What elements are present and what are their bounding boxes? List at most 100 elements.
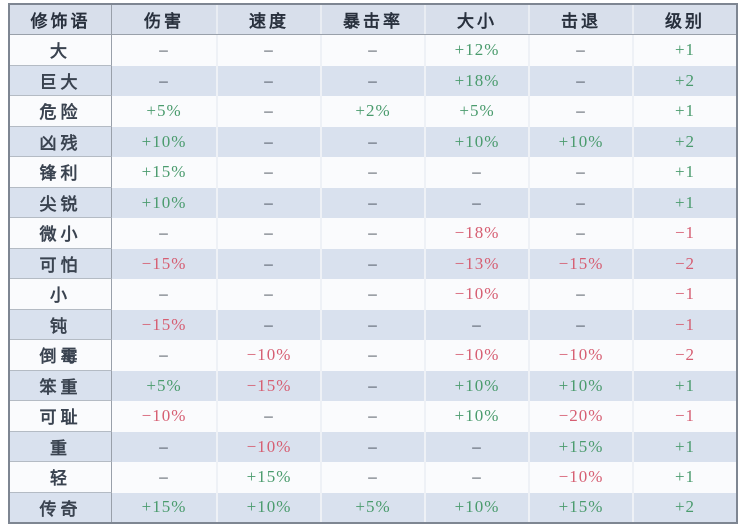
table-row: 可耻 −10% – – +10% −20% −1 (10, 401, 736, 432)
row-label: 尖锐 (10, 187, 112, 218)
table-row: 传奇 +15% +10% +5% +10% +15% +2 (10, 492, 736, 522)
cell-value: – (216, 157, 320, 188)
row-label: 微小 (10, 218, 112, 249)
row-label: 传奇 (10, 492, 112, 522)
cell-value: – (216, 187, 320, 218)
header-row: 修饰语 伤害 速度 暴击率 大小 击退 级别 (10, 5, 736, 35)
cell-value: −1 (632, 309, 736, 340)
cell-value: +1 (632, 370, 736, 401)
cell-value: −15% (528, 248, 632, 279)
cell-value: – (216, 309, 320, 340)
cell-value: – (216, 126, 320, 157)
row-label: 锋利 (10, 157, 112, 188)
table-row: 倒霉 – −10% – −10% −10% −2 (10, 340, 736, 371)
table-row: 小 – – – −10% – −1 (10, 279, 736, 310)
cell-value: +5% (146, 101, 182, 121)
cell-value: – (320, 340, 424, 371)
cell-value: +12% (424, 35, 528, 66)
cell-value: – (424, 462, 528, 493)
row-label: 可耻 (10, 401, 112, 432)
cell-value: – (528, 96, 632, 127)
row-label: 危险 (10, 96, 112, 127)
table-row: 大 – – – +12% – +1 (10, 35, 736, 66)
cell-value: −15% (141, 253, 187, 273)
cell-value: +10% (424, 126, 528, 157)
cell-value: +10% (216, 492, 320, 522)
cell-value: – (216, 65, 320, 96)
column-header-4: 大小 (424, 5, 528, 34)
cell-value: – (528, 35, 632, 66)
cell-value: −20% (528, 401, 632, 432)
cell-value: – (320, 248, 424, 279)
cell-value: +5% (424, 96, 528, 127)
cell-value: +5% (320, 492, 424, 522)
cell-value: +2 (632, 65, 736, 96)
cell-value: – (159, 345, 169, 365)
column-header-2: 速度 (216, 5, 320, 34)
table-row: 锋利 +15% – – – – +1 (10, 157, 736, 188)
cell-value: – (320, 218, 424, 249)
row-label: 轻 (10, 462, 112, 493)
column-header-1: 伤害 (144, 12, 184, 31)
cell-value: – (159, 284, 169, 304)
row-label: 钝 (10, 309, 112, 340)
column-header-6: 级别 (632, 5, 736, 34)
cell-value: +10% (141, 192, 187, 212)
cell-value: +2 (632, 492, 736, 522)
cell-value: −1 (632, 279, 736, 310)
cell-value: +10% (528, 370, 632, 401)
cell-value: – (320, 431, 424, 462)
cell-value: −10% (528, 462, 632, 493)
cell-value: – (528, 157, 632, 188)
cell-value: – (528, 279, 632, 310)
table-row: 尖锐 +10% – – – – +1 (10, 187, 736, 218)
cell-value: – (424, 157, 528, 188)
row-label: 巨大 (10, 65, 112, 96)
table-row: 重 – −10% – – +15% +1 (10, 431, 736, 462)
cell-value: −10% (424, 340, 528, 371)
table-row: 可怕 −15% – – −13% −15% −2 (10, 248, 736, 279)
modifiers-table: 修饰语 伤害 速度 暴击率 大小 击退 级别 大 – – – +12% – +1 巨大 – – – +18% – +2… (8, 3, 738, 524)
cell-value: +10% (424, 492, 528, 522)
cell-value: +15% (528, 492, 632, 522)
cell-value: – (424, 309, 528, 340)
cell-value: −10% (216, 431, 320, 462)
cell-value: −18% (424, 218, 528, 249)
row-label: 倒霉 (10, 340, 112, 371)
cell-value: – (424, 431, 528, 462)
column-header-3: 暴击率 (320, 5, 424, 34)
cell-value: – (528, 309, 632, 340)
cell-value: +10% (528, 126, 632, 157)
cell-value: – (528, 65, 632, 96)
cell-value: −13% (424, 248, 528, 279)
row-label: 凶残 (10, 126, 112, 157)
cell-value: – (320, 309, 424, 340)
cell-value: −10% (141, 406, 187, 426)
row-label: 重 (10, 431, 112, 462)
table-row: 凶残 +10% – – +10% +10% +2 (10, 126, 736, 157)
cell-value: +2% (320, 96, 424, 127)
cell-value: – (159, 70, 169, 90)
cell-value: – (159, 436, 169, 456)
cell-value: +1 (632, 187, 736, 218)
row-label: 笨重 (10, 370, 112, 401)
cell-value: +15% (528, 431, 632, 462)
cell-value: −10% (528, 340, 632, 371)
table-row: 笨重 +5% −15% – +10% +10% +1 (10, 370, 736, 401)
cell-value: +15% (141, 162, 187, 182)
table-row: 危险 +5% – +2% +5% – +1 (10, 96, 736, 127)
column-header-5: 击退 (528, 5, 632, 34)
cell-value: +1 (632, 462, 736, 493)
cell-value: – (320, 187, 424, 218)
cell-value: – (216, 35, 320, 66)
cell-value: −15% (216, 370, 320, 401)
row-label: 小 (10, 279, 112, 310)
cell-value: – (216, 248, 320, 279)
cell-value: – (159, 223, 169, 243)
table-row: 巨大 – – – +18% – +2 (10, 65, 736, 96)
cell-value: – (216, 218, 320, 249)
column-header-0: 修饰语 (10, 5, 112, 34)
cell-value: – (320, 401, 424, 432)
cell-value: – (320, 279, 424, 310)
cell-value: +10% (424, 401, 528, 432)
